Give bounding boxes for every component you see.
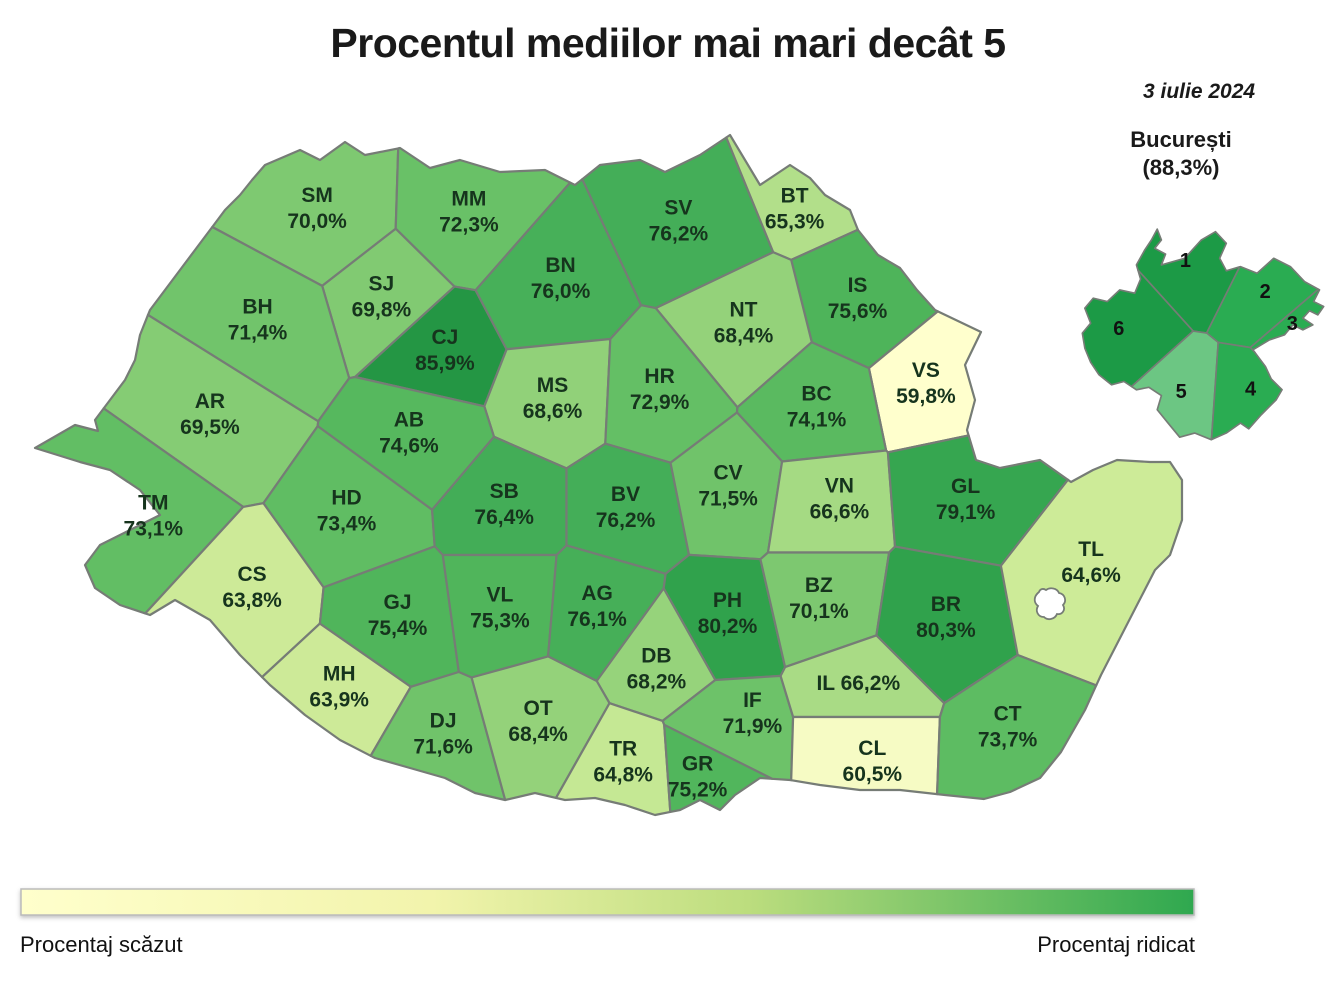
svg-text:DB: DB: [641, 645, 671, 668]
svg-text:80,3%: 80,3%: [916, 619, 976, 642]
svg-text:4: 4: [1245, 378, 1256, 400]
svg-text:75,2%: 75,2%: [668, 778, 728, 801]
svg-text:72,3%: 72,3%: [439, 214, 499, 237]
svg-text:68,2%: 68,2%: [627, 671, 687, 694]
svg-text:SJ: SJ: [369, 273, 395, 296]
svg-text:CT: CT: [994, 703, 1022, 726]
svg-text:60,5%: 60,5%: [843, 763, 903, 786]
svg-text:TM: TM: [138, 492, 168, 515]
svg-text:BZ: BZ: [805, 574, 833, 597]
svg-text:NT: NT: [730, 299, 758, 322]
svg-text:SB: SB: [490, 480, 519, 503]
svg-text:HR: HR: [644, 365, 674, 388]
svg-text:76,0%: 76,0%: [531, 280, 591, 303]
svg-text:3: 3: [1287, 313, 1298, 335]
svg-text:IS: IS: [848, 274, 868, 297]
svg-text:DJ: DJ: [430, 710, 457, 733]
svg-text:64,8%: 64,8%: [593, 763, 653, 786]
svg-text:GL: GL: [951, 475, 980, 498]
svg-text:CJ: CJ: [431, 326, 458, 349]
svg-text:SV: SV: [664, 196, 692, 219]
svg-text:72,9%: 72,9%: [630, 391, 690, 414]
svg-text:63,8%: 63,8%: [222, 589, 282, 612]
svg-text:TL: TL: [1078, 538, 1104, 561]
svg-text:69,8%: 69,8%: [352, 299, 412, 322]
svg-text:63,9%: 63,9%: [309, 689, 369, 712]
svg-text:HD: HD: [331, 487, 361, 510]
svg-text:69,5%: 69,5%: [180, 416, 240, 439]
svg-text:GJ: GJ: [383, 591, 411, 614]
svg-text:6: 6: [1113, 318, 1124, 340]
svg-text:74,1%: 74,1%: [787, 408, 847, 431]
svg-text:66,6%: 66,6%: [810, 501, 870, 524]
svg-text:1: 1: [1180, 250, 1191, 272]
svg-text:CV: CV: [714, 461, 743, 484]
svg-text:76,2%: 76,2%: [596, 509, 656, 532]
svg-text:71,9%: 71,9%: [723, 715, 783, 738]
svg-text:BN: BN: [545, 254, 575, 277]
svg-text:70,0%: 70,0%: [287, 210, 347, 233]
svg-text:5: 5: [1176, 381, 1187, 403]
svg-text:BT: BT: [781, 185, 809, 208]
svg-text:AR: AR: [195, 390, 225, 413]
svg-text:SM: SM: [301, 184, 333, 207]
svg-text:GR: GR: [682, 752, 714, 775]
svg-text:BV: BV: [611, 483, 640, 506]
svg-text:65,3%: 65,3%: [765, 211, 825, 234]
svg-text:IL 66,2%: IL 66,2%: [816, 672, 900, 695]
svg-text:CS: CS: [238, 563, 267, 586]
svg-text:71,6%: 71,6%: [413, 736, 473, 759]
svg-text:AG: AG: [581, 582, 613, 605]
svg-text:59,8%: 59,8%: [896, 385, 956, 408]
svg-text:MH: MH: [323, 663, 356, 686]
svg-text:MS: MS: [537, 374, 569, 397]
svg-text:75,4%: 75,4%: [368, 617, 428, 640]
svg-text:PH: PH: [713, 589, 742, 612]
svg-text:VL: VL: [486, 583, 513, 606]
svg-text:74,6%: 74,6%: [379, 435, 439, 458]
svg-text:VN: VN: [825, 475, 854, 498]
svg-text:70,1%: 70,1%: [789, 600, 849, 623]
svg-text:BC: BC: [801, 382, 831, 405]
svg-text:VS: VS: [912, 359, 940, 382]
svg-text:68,4%: 68,4%: [508, 723, 568, 746]
svg-text:CL: CL: [858, 737, 886, 760]
svg-text:68,4%: 68,4%: [714, 325, 774, 348]
svg-text:75,3%: 75,3%: [470, 609, 530, 632]
svg-text:OT: OT: [524, 697, 553, 720]
svg-text:TR: TR: [609, 737, 637, 760]
svg-text:2: 2: [1260, 281, 1271, 303]
svg-text:76,2%: 76,2%: [649, 222, 709, 245]
svg-text:BR: BR: [931, 593, 961, 616]
svg-text:MM: MM: [451, 188, 486, 211]
svg-text:76,4%: 76,4%: [474, 506, 534, 529]
svg-text:85,9%: 85,9%: [415, 352, 475, 375]
svg-text:64,6%: 64,6%: [1061, 564, 1121, 587]
svg-text:AB: AB: [394, 409, 424, 432]
svg-text:76,1%: 76,1%: [567, 608, 627, 631]
svg-text:73,7%: 73,7%: [978, 729, 1038, 752]
svg-text:73,4%: 73,4%: [317, 513, 377, 536]
svg-text:75,6%: 75,6%: [828, 300, 888, 323]
svg-text:BH: BH: [242, 295, 272, 318]
svg-text:71,5%: 71,5%: [698, 487, 758, 510]
svg-text:79,1%: 79,1%: [936, 501, 996, 524]
svg-text:71,4%: 71,4%: [228, 321, 288, 344]
svg-text:80,2%: 80,2%: [698, 615, 758, 638]
svg-text:73,1%: 73,1%: [124, 518, 184, 541]
svg-text:68,6%: 68,6%: [523, 400, 583, 423]
svg-text:IF: IF: [743, 689, 762, 712]
